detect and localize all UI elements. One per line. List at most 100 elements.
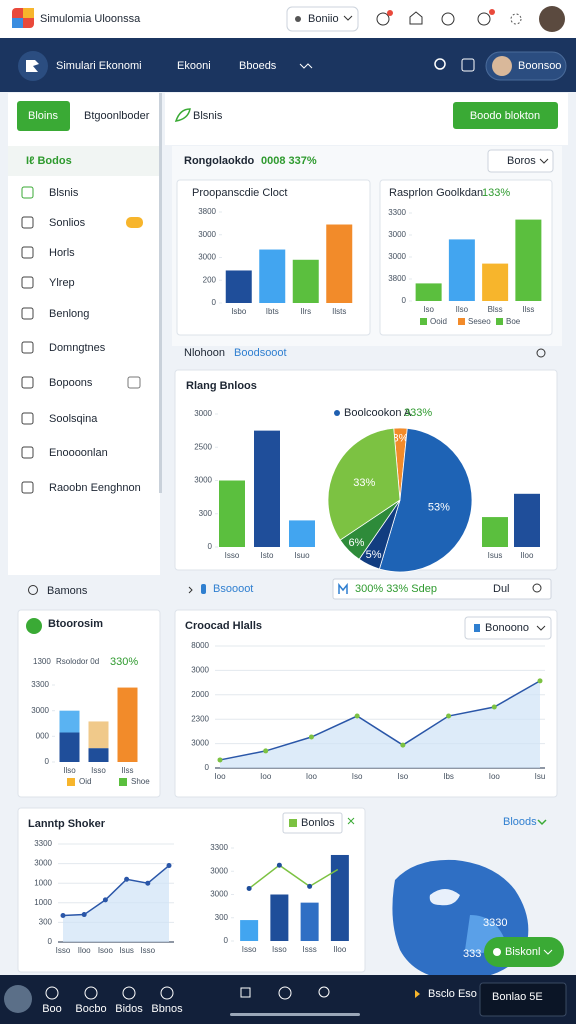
sidebar-item[interactable]: Sonlios bbox=[49, 217, 86, 229]
map-button[interactable] bbox=[484, 937, 564, 967]
y-tick-label: 000 bbox=[36, 731, 50, 740]
bar bbox=[515, 219, 542, 301]
y-tick-label: 1000 bbox=[34, 898, 52, 907]
dropdown[interactable] bbox=[464, 616, 552, 640]
header-value: 1300 bbox=[33, 657, 51, 666]
nav-icon[interactable] bbox=[84, 986, 98, 1000]
checkbox[interactable] bbox=[127, 376, 141, 389]
toolbar-link[interactable]: Bsoooot bbox=[213, 583, 253, 595]
sidebar-item[interactable]: Raoobn Eenghnon bbox=[49, 482, 141, 494]
x-tick-label: Iloo bbox=[78, 946, 91, 955]
dropdown[interactable] bbox=[487, 149, 554, 173]
line-marker bbox=[81, 912, 87, 918]
chart-title: Btoorosim bbox=[48, 618, 103, 630]
line-marker bbox=[166, 863, 172, 869]
nav-icon[interactable] bbox=[240, 987, 251, 998]
app-button[interactable] bbox=[286, 6, 359, 32]
sidebar-section-bg bbox=[8, 146, 160, 176]
y-tick-label: 2500 bbox=[194, 442, 212, 451]
y-tick-label: 3000 bbox=[210, 866, 228, 875]
chevron bbox=[539, 158, 549, 164]
nav-brand: Simulari Ekonomi bbox=[56, 60, 142, 72]
x-tick-label: Isso bbox=[242, 945, 257, 954]
icon[interactable] bbox=[536, 348, 546, 358]
line bbox=[248, 864, 341, 890]
close-icon[interactable] bbox=[347, 817, 355, 825]
toolbar-box[interactable] bbox=[332, 578, 552, 600]
bar bbox=[289, 520, 315, 547]
x-tick-label: Isu bbox=[535, 772, 546, 781]
line bbox=[219, 680, 541, 761]
toolbar-field[interactable]: Dul bbox=[493, 583, 510, 595]
y-tick-label: 3000 bbox=[191, 739, 209, 748]
banner[interactable] bbox=[479, 982, 567, 1017]
x-tick-label: Isso bbox=[140, 946, 155, 955]
sidebar-item[interactable]: Domngtnes bbox=[49, 342, 106, 354]
dropdown-label: Bonoono bbox=[485, 622, 529, 634]
nav-logo-mark bbox=[26, 60, 39, 72]
pie-label: 33% bbox=[353, 477, 375, 489]
icon[interactable] bbox=[477, 12, 491, 26]
x-tick-label: Isoo bbox=[98, 946, 114, 955]
nav-link[interactable]: Ekooni bbox=[177, 60, 211, 72]
primary-button[interactable] bbox=[17, 101, 70, 131]
line-marker bbox=[276, 862, 282, 868]
action-button-label: Boodo blokton bbox=[470, 110, 540, 122]
search-icon[interactable] bbox=[434, 58, 446, 70]
sidebar-item[interactable]: Bopoons bbox=[49, 377, 93, 389]
nav-icon[interactable] bbox=[318, 986, 330, 998]
sidebar-item[interactable]: Enoooonlan bbox=[49, 447, 108, 459]
chart-title-badge: 133% bbox=[482, 187, 510, 199]
sidebar-item[interactable]: Benlong bbox=[49, 308, 89, 320]
bar bbox=[330, 854, 349, 941]
nav-icon[interactable] bbox=[299, 63, 313, 69]
legend-button[interactable] bbox=[282, 812, 343, 834]
line-marker bbox=[246, 885, 252, 891]
x-tick-label: Ilss bbox=[122, 766, 134, 775]
map-label[interactable]: Bloods bbox=[503, 816, 537, 828]
sidebar-icon bbox=[21, 341, 34, 354]
sidebar-item[interactable]: Blsnis bbox=[49, 187, 79, 199]
nav-icon[interactable] bbox=[461, 58, 475, 72]
search-label[interactable]: Bamons bbox=[47, 585, 88, 597]
search-icon[interactable] bbox=[532, 583, 542, 593]
line-area bbox=[63, 865, 169, 942]
x-tick-label: Isso bbox=[56, 946, 71, 955]
toggle[interactable] bbox=[126, 217, 143, 228]
sidebar-item[interactable]: Ylrep bbox=[49, 277, 75, 289]
nav-icon[interactable] bbox=[45, 986, 59, 1000]
nav-icon[interactable] bbox=[122, 986, 136, 1000]
action-button[interactable] bbox=[453, 102, 558, 129]
icon[interactable] bbox=[376, 12, 390, 26]
x-tick-label: Ilso bbox=[456, 305, 469, 314]
icon[interactable] bbox=[510, 13, 522, 25]
line-marker bbox=[337, 865, 343, 871]
y-tick-label: 3000 bbox=[388, 252, 406, 261]
pie-label: 5% bbox=[366, 549, 382, 561]
toolbar-icon bbox=[201, 584, 206, 594]
secondary-button[interactable]: Btgoonlboder bbox=[84, 110, 150, 122]
nav-icon[interactable] bbox=[278, 986, 292, 1000]
avatar[interactable] bbox=[4, 985, 32, 1013]
nav-item: Bbnos bbox=[151, 1003, 183, 1015]
icon[interactable] bbox=[441, 12, 455, 26]
search-icon[interactable] bbox=[28, 585, 38, 595]
x-tick-label: Iloo bbox=[333, 945, 346, 954]
legend-label: Boe bbox=[506, 317, 521, 326]
chart-title: Rasprlon Goolkdan bbox=[389, 187, 483, 199]
x-tick-label: Ilss bbox=[522, 305, 534, 314]
y-tick-label: 0 bbox=[205, 763, 210, 772]
y-tick-label: 200 bbox=[203, 275, 217, 284]
chart-card bbox=[17, 609, 161, 798]
x-tick-label: Isso bbox=[91, 766, 106, 775]
nav-link[interactable]: Bboeds bbox=[239, 60, 277, 72]
section-link[interactable]: Boodsooot bbox=[234, 347, 287, 359]
nav-icon[interactable] bbox=[160, 986, 174, 1000]
icon[interactable] bbox=[409, 11, 423, 25]
x-tick-label: Isuo bbox=[294, 551, 310, 560]
sidebar-item[interactable]: Soolsqina bbox=[49, 413, 98, 425]
avatar[interactable] bbox=[539, 6, 565, 32]
y-tick-label: 1000 bbox=[34, 878, 52, 887]
card-icon bbox=[26, 618, 42, 634]
sidebar-item[interactable]: Horls bbox=[49, 247, 75, 259]
